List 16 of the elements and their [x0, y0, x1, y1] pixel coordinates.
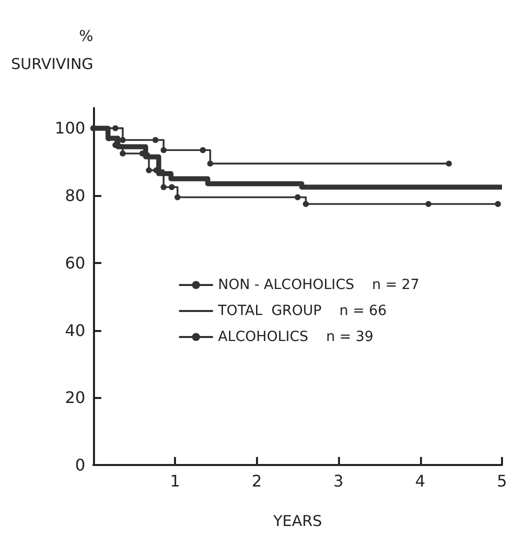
y-tick-label: 20 — [64, 388, 86, 408]
x-tick-label: 5 — [496, 472, 508, 490]
x-tick-label: 3 — [333, 472, 344, 490]
x-tick-label: 2 — [252, 472, 262, 490]
legend-label: TOTAL GROUP n = 66 — [217, 303, 387, 319]
y-tick-label: 0 — [75, 456, 86, 474]
y-tick-label: 40 — [64, 320, 86, 340]
y-tick-label: 100 — [54, 118, 86, 138]
legend-label: NON - ALCOHOLICS n = 27 — [218, 277, 420, 293]
y-axis-title: % SURVIVING — [10, 27, 94, 73]
x-tick-label: 1 — [170, 472, 180, 490]
x-axis-title: YEARS — [272, 512, 322, 530]
y-tick-label: 80 — [64, 186, 86, 206]
y-tick-label: 60 — [64, 253, 86, 272]
legend-label: ALCOHOLICS n = 39 — [218, 329, 374, 345]
x-tick-label: 4 — [415, 472, 426, 490]
